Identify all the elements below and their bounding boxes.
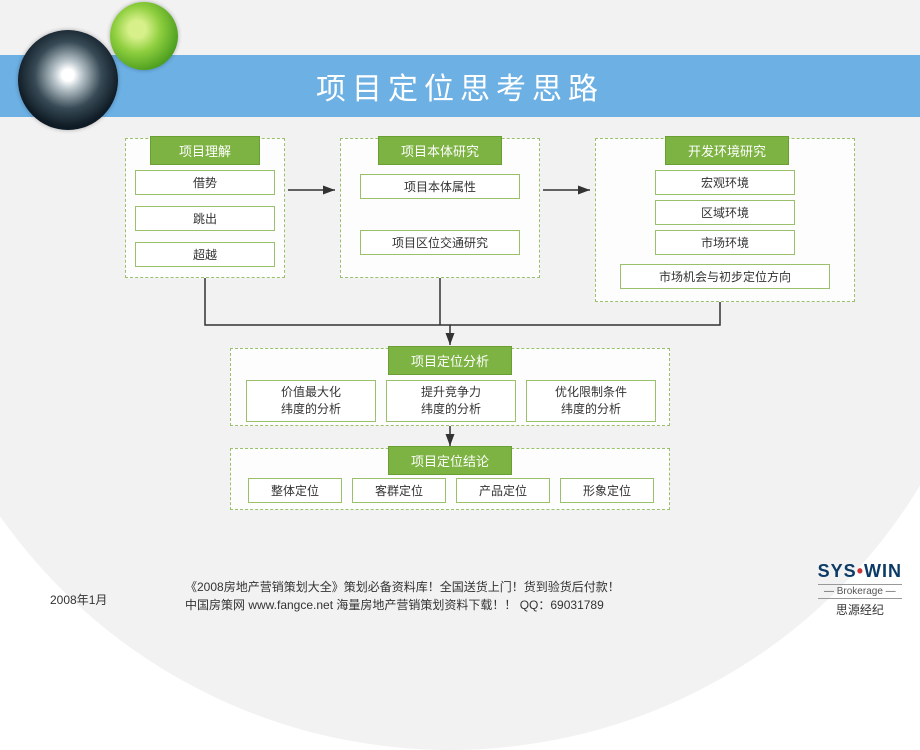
footer-date: 2008年1月 [50,591,107,608]
page-title: 项目定位思考思路 [316,64,604,108]
flow-item: 项目本体属性 [360,174,520,199]
flow-item: 客群定位 [352,478,446,503]
logo-cn: 思源经纪 [818,601,902,618]
group-header: 项目定位结论 [388,446,512,475]
promo-line1: 《2008房地产营销策划大全》策划必备资料库！全国送货上门！货到验货后付款！ [185,578,620,596]
flow-item: 超越 [135,242,275,267]
logo-main: SYS•WIN [818,561,902,582]
group-header: 项目定位分析 [388,346,512,375]
flow-item: 跳出 [135,206,275,231]
flow-sub: 优化限制条件纬度的分析 [526,380,656,422]
flow-sub: 提升竞争力纬度的分析 [386,380,516,422]
logo-sub: — Brokerage — [818,584,902,599]
brand-logo: SYS•WIN — Brokerage — 思源经纪 [818,561,902,618]
group-header: 项目本体研究 [378,136,502,165]
group-header: 项目理解 [150,136,260,165]
flow-item: 借势 [135,170,275,195]
flow-item: 市场环境 [655,230,795,255]
flow-item: 产品定位 [456,478,550,503]
flow-item: 项目区位交通研究 [360,230,520,255]
logo-part1: SYS [818,561,857,581]
footer: 2008年1月 《2008房地产营销策划大全》策划必备资料库！全国送货上门！货到… [0,566,920,626]
group-header: 开发环境研究 [665,136,789,165]
flow-item: 区域环境 [655,200,795,225]
flowchart: 项目理解借势跳出超越 项目本体研究项目本体属性项目区位交通研究 开发环境研究宏观环境… [0,130,920,530]
flow-item: 形象定位 [560,478,654,503]
footer-promo: 《2008房地产营销策划大全》策划必备资料库！全国送货上门！货到验货后付款！ 中… [185,578,620,614]
flow-sub: 价值最大化纬度的分析 [246,380,376,422]
promo-line2: 中国房策网 www.fangce.net 海量房地产营销策划资料下载！！ QQ：… [185,596,620,614]
leaf-image [110,2,178,70]
dandelion-image [18,30,118,130]
flow-item: 整体定位 [248,478,342,503]
logo-part2: WIN [864,561,902,581]
flow-item: 宏观环境 [655,170,795,195]
flow-item: 市场机会与初步定位方向 [620,264,830,289]
